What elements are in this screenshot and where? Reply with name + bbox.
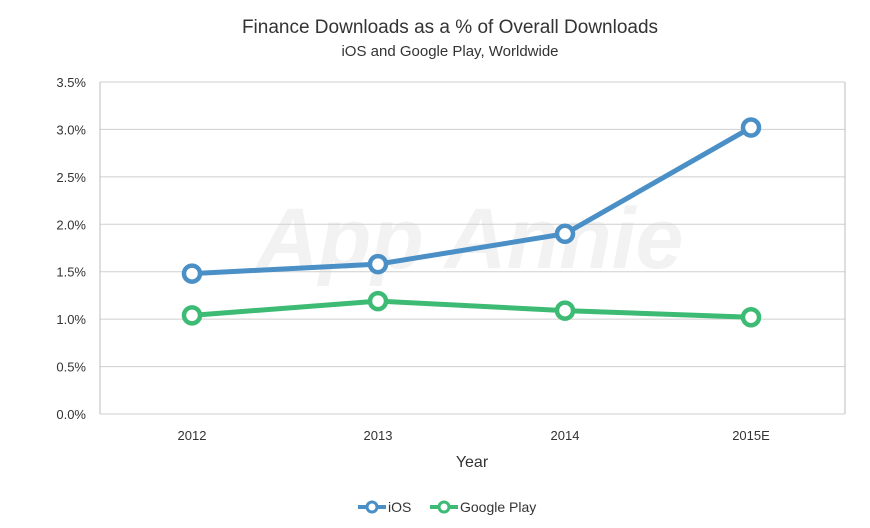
x-axis-ticks: 2012 2013 2014 2015E bbox=[178, 428, 771, 443]
legend-item: Google Play bbox=[430, 499, 536, 515]
y-tick-label: 2.5% bbox=[56, 170, 86, 185]
data-point bbox=[554, 223, 576, 245]
y-tick-label: 3.0% bbox=[56, 122, 86, 137]
legend: iOS Google Play bbox=[358, 499, 536, 515]
legend-label: iOS bbox=[388, 499, 411, 515]
y-tick-label: 2.0% bbox=[56, 217, 86, 232]
data-point bbox=[181, 263, 203, 284]
series-google-play bbox=[181, 290, 762, 328]
data-point bbox=[740, 117, 762, 138]
series-line bbox=[189, 125, 754, 277]
series-group bbox=[181, 117, 762, 328]
legend-swatch-marker bbox=[365, 500, 379, 514]
legend-swatch-marker bbox=[437, 500, 451, 514]
chart-subtitle: iOS and Google Play, Worldwide bbox=[341, 43, 558, 60]
y-tick-label: 0.5% bbox=[56, 360, 86, 375]
x-tick-label: 2013 bbox=[364, 428, 393, 443]
legend-item: iOS bbox=[358, 499, 411, 515]
y-axis-ticks: 0.0% 0.5% 1.0% 1.5% 2.0% 2.5% 3.0% 3.5% bbox=[56, 75, 86, 422]
y-tick-label: 1.5% bbox=[56, 265, 86, 280]
data-point bbox=[554, 300, 576, 321]
x-tick-label: 2015E bbox=[732, 428, 770, 443]
series-line bbox=[189, 298, 754, 320]
y-tick-label: 3.5% bbox=[56, 75, 86, 90]
data-point bbox=[367, 290, 389, 312]
x-tick-label: 2012 bbox=[178, 428, 207, 443]
x-axis-label: Year bbox=[456, 454, 489, 471]
x-tick-label: 2014 bbox=[551, 428, 580, 443]
y-tick-label: 1.0% bbox=[56, 312, 86, 327]
data-point bbox=[181, 305, 203, 326]
data-point bbox=[367, 253, 389, 275]
gridlines bbox=[99, 81, 846, 415]
legend-label: Google Play bbox=[460, 499, 536, 515]
y-tick-label: 0.0% bbox=[56, 407, 86, 422]
data-point bbox=[740, 306, 762, 328]
chart-title: Finance Downloads as a % of Overall Down… bbox=[242, 17, 658, 38]
series-ios bbox=[181, 117, 762, 284]
